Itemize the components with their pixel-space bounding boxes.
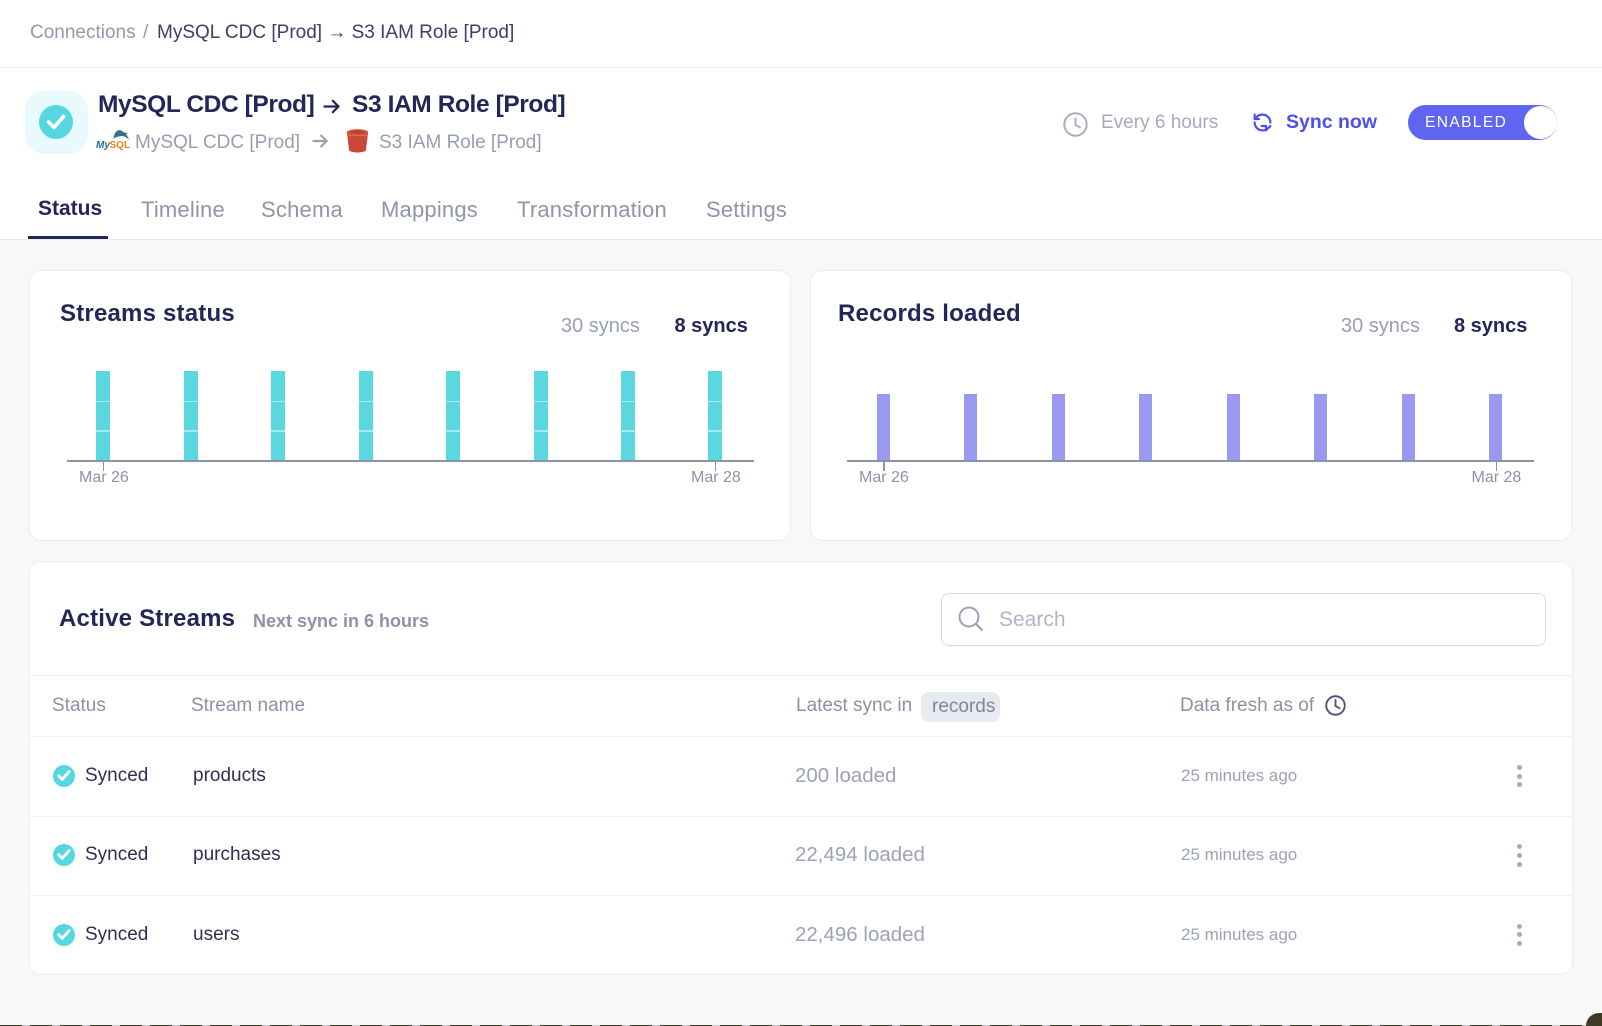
svg-text:SQL.: SQL. (110, 140, 131, 151)
svg-text:My: My (96, 140, 110, 151)
